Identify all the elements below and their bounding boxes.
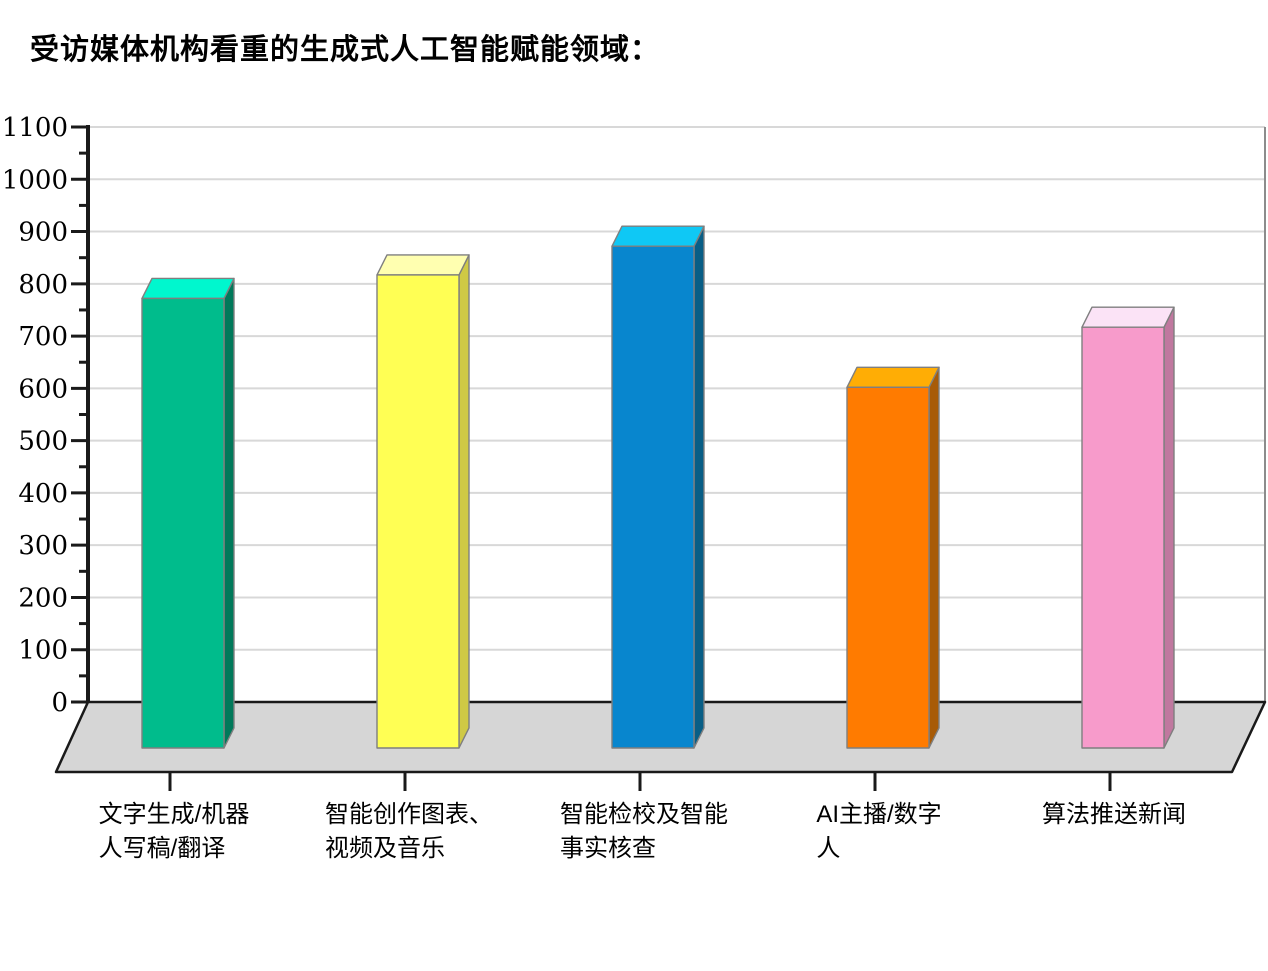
y-tick-label-100: 100 xyxy=(18,636,68,666)
category-label-4: AI主播/数字 人 xyxy=(816,801,942,862)
bar-4-orange xyxy=(846,366,940,749)
y-tick-label-200: 200 xyxy=(18,583,68,613)
y-tick-label-500: 500 xyxy=(18,427,68,457)
y-tick-label-1000: 1000 xyxy=(2,165,68,195)
category-label-5: 算法推送新闻 xyxy=(1042,801,1186,828)
bar-top-face xyxy=(1081,306,1175,328)
bar-5-pink xyxy=(1081,306,1175,749)
y-tick-label-400: 400 xyxy=(18,479,68,509)
bar-top-face xyxy=(376,254,470,276)
bar-1-green xyxy=(141,277,235,749)
bar-front-face xyxy=(1081,326,1165,749)
category-label-2: 智能创作图表、 视频及音乐 xyxy=(325,801,493,862)
bar-top-face xyxy=(846,366,940,389)
bar-side-face xyxy=(458,254,470,749)
y-tick-label-300: 300 xyxy=(18,531,68,561)
bar-side-face xyxy=(928,366,940,749)
bar-2-yellow xyxy=(376,254,470,749)
y-tick-label-1100: 1100 xyxy=(2,113,68,143)
chart-title: 受访媒体机构看重的生成式人工智能赋能领域： xyxy=(30,34,661,66)
bar-front-face xyxy=(141,297,225,749)
y-tick-label-700: 700 xyxy=(18,322,68,352)
bar-side-face xyxy=(693,225,705,749)
bar-3-blue xyxy=(611,225,705,749)
bar-front-face xyxy=(376,274,460,749)
category-label-1: 文字生成/机器 人写稿/翻译 xyxy=(98,801,250,862)
bar-front-face xyxy=(611,245,695,749)
bar-side-face xyxy=(223,277,235,749)
bar-side-face xyxy=(1163,306,1175,749)
y-tick-label-900: 900 xyxy=(18,218,68,248)
category-label-3: 智能检校及智能 事实核查 xyxy=(560,801,728,862)
y-tick-label-600: 600 xyxy=(18,374,68,404)
bar-top-face xyxy=(611,225,705,247)
y-tick-label-0: 0 xyxy=(51,688,68,718)
y-tick-label-800: 800 xyxy=(18,270,68,300)
bar-top-face xyxy=(141,277,235,300)
bar-front-face xyxy=(846,386,930,749)
